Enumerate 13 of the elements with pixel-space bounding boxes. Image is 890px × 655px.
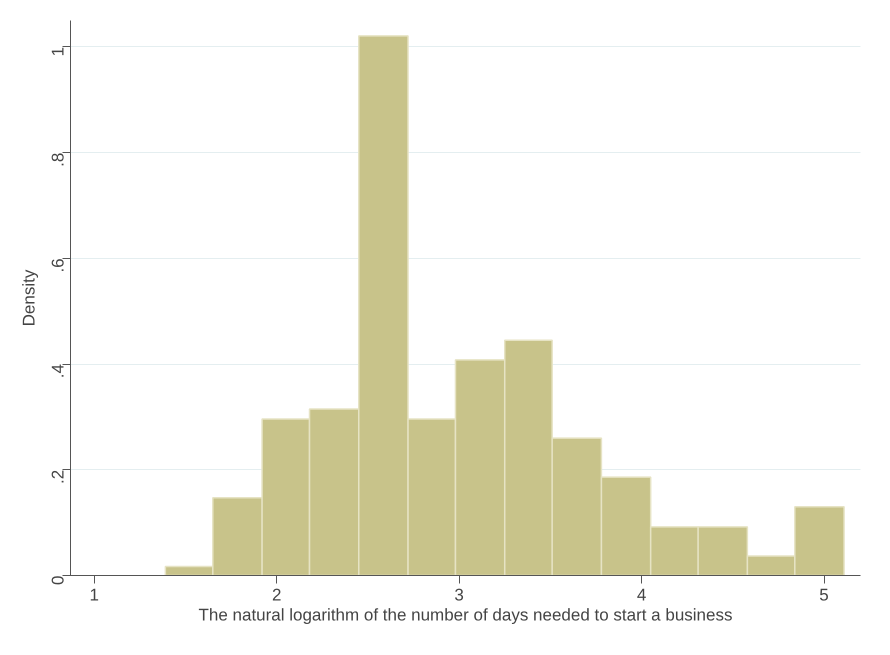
y-tick-label: 1 [48, 46, 68, 56]
x-tick-label: 4 [636, 586, 646, 604]
y-axis-title: Density [20, 269, 38, 326]
y-tick-label: 0 [48, 575, 68, 585]
y-tick-label: .2 [48, 470, 68, 484]
y-tick-label: .6 [48, 258, 68, 273]
x-tick-label: 1 [89, 586, 99, 604]
x-tick-label: 3 [454, 586, 464, 604]
y-tick-label: .8 [48, 152, 68, 167]
x-tick-label: 5 [819, 586, 829, 604]
y-tick-label: .4 [48, 364, 68, 378]
x-axis-title: The natural logarithm of the number of days needed to start a business [198, 606, 732, 624]
x-tick-label: 2 [272, 586, 282, 604]
